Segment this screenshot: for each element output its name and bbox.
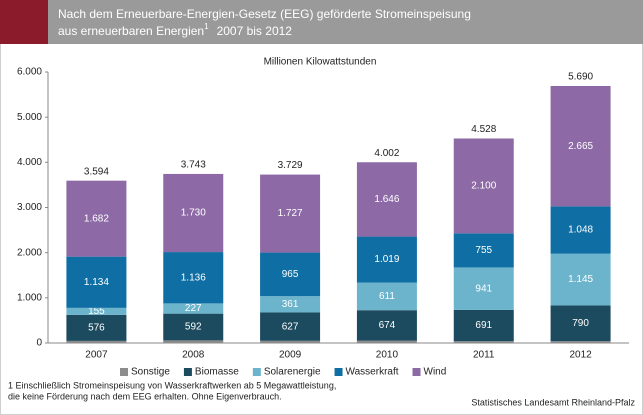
value-label: 691 [475,320,492,331]
header-band [48,0,643,44]
total-label: 3.594 [84,166,109,177]
x-tick-label: 2009 [279,350,302,361]
bar-segment [163,313,224,341]
bar-segment [356,282,417,311]
value-label: 1.136 [181,272,206,283]
title-line2: aus erneuerbaren Energien1 2007 bis 2012 [58,22,292,38]
y-tick-label: 1.000 [17,292,42,303]
bar-segment [356,310,417,341]
total-label: 4.528 [471,124,496,135]
bar-segment [260,296,321,313]
x-tick-label: 2011 [473,350,495,361]
total-label: 5.690 [568,72,593,83]
footnote-line2: die keine Förderung nach dem EEG erhalte… [8,391,282,401]
footnote-line1: 1 Einschließlich Stromeinspeisung von Wa… [8,380,336,390]
title-sup: 1 [204,22,209,31]
bar-segment [163,303,224,314]
value-label: 1.646 [374,194,399,205]
y-tick-label: 6.000 [17,67,42,78]
total-label: 4.002 [374,148,399,159]
bar-segment [66,256,127,308]
bar-segment [550,86,611,207]
bar-segment [453,233,514,268]
title-period: 2007 bis 2012 [217,24,293,38]
bar-segment [260,340,321,343]
legend-label: Sonstige [131,367,170,378]
bar-segment [453,341,514,343]
y-tick-label: 5.000 [17,112,42,123]
value-label: 1.019 [374,254,399,265]
value-label: 227 [185,303,202,314]
bar-segment [550,253,611,306]
total-label: 3.743 [181,160,206,171]
bar-segment [550,341,611,343]
value-label: 1.682 [84,213,109,224]
value-label: 592 [185,322,202,333]
value-label: 1.730 [181,208,206,219]
bar-segment [453,138,514,234]
subtitle: Millionen Kilowattstunden [264,57,377,68]
bar-segment [356,340,417,343]
bar-segment [356,236,417,283]
value-label: 2.665 [568,141,593,152]
value-label: 627 [282,321,299,332]
legend-label: Solarenergie [264,367,321,378]
x-tick-label: 2010 [376,350,399,361]
bar-segment [453,309,514,342]
value-label: 1.727 [278,208,303,219]
header-accent [0,0,48,44]
value-label: 576 [88,323,105,334]
title-line2-text: aus erneuerbaren Energien [58,24,204,38]
bar-segment [356,162,417,237]
legend-swatch [120,368,128,376]
value-label: 155 [88,306,105,317]
y-tick-label: 2.000 [17,247,42,258]
value-label: 674 [379,320,396,331]
x-tick-label: 2008 [182,350,205,361]
value-label: 1.145 [568,274,593,285]
legend-label: Wasserkraft [346,367,399,378]
bar-segment [163,252,224,304]
bar-segment [163,340,224,343]
bar-segment [66,180,127,257]
total-label: 3.729 [278,160,303,171]
legend-swatch [183,368,192,376]
legend-label: Biomasse [195,367,239,378]
value-label: 790 [572,318,589,329]
value-label: 361 [282,299,299,310]
value-label: 1.048 [568,225,593,236]
bar-segment [66,340,127,343]
bar-segment [66,314,127,341]
legend-swatch [334,368,343,376]
bar-segment [260,174,321,253]
value-label: 2.100 [471,181,496,192]
bar-segment [260,312,321,341]
y-tick-label: 0 [36,338,42,349]
value-label: 965 [282,269,299,280]
legend-swatch [412,368,421,376]
y-tick-label: 4.000 [17,157,42,168]
bar-segment [260,252,321,297]
value-label: 941 [475,283,492,294]
bar-segment [163,173,224,253]
legend-swatch [252,368,261,376]
bar-segment [550,206,611,254]
bar-segment [66,307,127,315]
y-tick-label: 3.000 [17,202,42,213]
bar-segment [453,267,514,310]
legend-label: Wind [424,367,447,378]
value-label: 755 [475,245,492,256]
title-line1: Nach dem Erneuerbare-Energien-Gesetz (EE… [58,7,471,21]
value-label: 611 [379,291,395,302]
source: Statistisches Landesamt Rheinland-Pfalz [471,397,635,407]
x-tick-label: 2007 [85,350,108,361]
x-tick-label: 2012 [569,350,592,361]
value-label: 1.134 [84,277,109,288]
bar-segment [550,305,611,342]
